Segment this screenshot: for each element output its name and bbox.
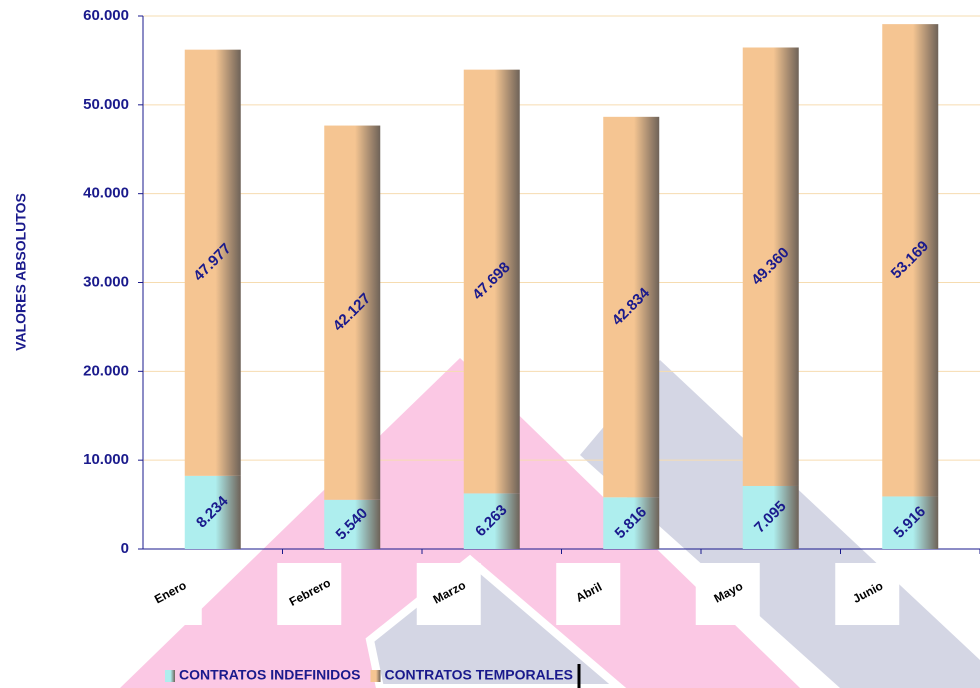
y-tick-label: 0 <box>121 540 129 557</box>
y-tick-label: 10.000 <box>83 451 129 468</box>
legend-label: CONTRATOS INDEFINIDOS <box>179 667 361 683</box>
legend-label: CONTRATOS TEMPORALES <box>385 667 574 683</box>
page: {"chart_data": {"type": "stacked-bar", "… <box>0 0 980 688</box>
legend-swatch <box>165 670 175 682</box>
y-axis-label: VALORES ABSOLUTOS <box>13 193 29 351</box>
y-tick-label: 20.000 <box>83 362 129 379</box>
y-tick-label: 30.000 <box>83 273 129 290</box>
chart: VALORES ABSOLUTOS 0 10.000 20.000 30.000 40.… <box>0 0 980 688</box>
y-tick-label: 50.000 <box>83 96 129 113</box>
legend-swatch <box>371 670 381 682</box>
y-tick-label: 40.000 <box>83 185 129 202</box>
background-decoration <box>120 358 980 688</box>
y-tick-label: 60.000 <box>83 7 129 24</box>
